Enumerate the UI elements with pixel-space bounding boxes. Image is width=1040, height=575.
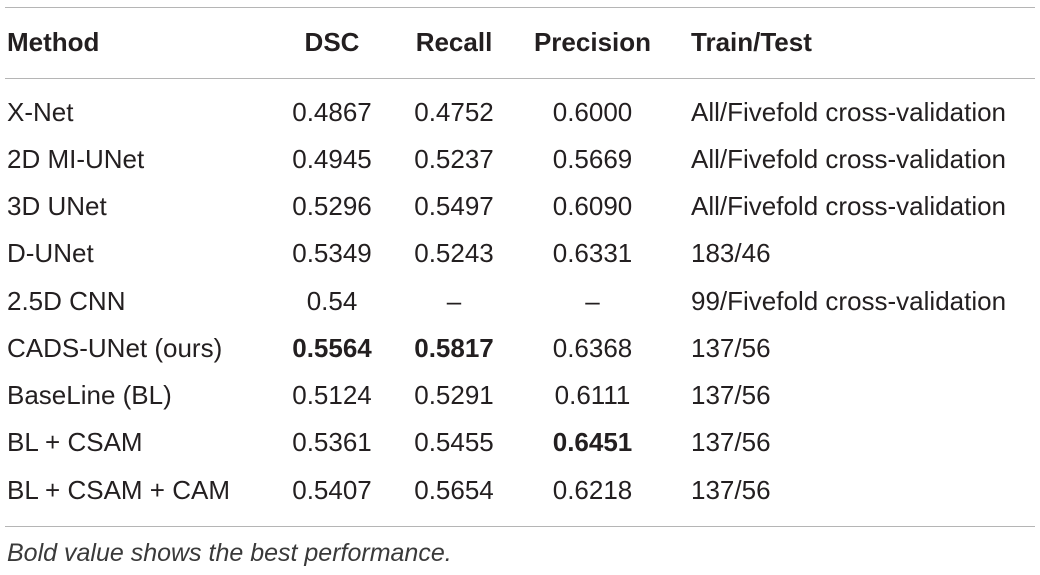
table-row: BL + CSAM 0.5361 0.5455 0.6451 137/56 — [5, 422, 1035, 462]
cell-train-test: All/Fivefold cross-validation — [691, 97, 1007, 127]
cell-method: X-Net — [7, 97, 74, 127]
table-bottom-rule — [5, 526, 1035, 527]
cell-train-test: 99/Fivefold cross-validation — [691, 286, 1007, 316]
cell-precision: 0.6331 — [552, 238, 633, 268]
cell-recall: 0.5455 — [414, 427, 494, 457]
cell-train-test: 183/46 — [691, 238, 771, 268]
cell-method: 2D MI-UNet — [7, 144, 145, 174]
cell-method: 2.5D CNN — [7, 286, 126, 316]
header-recall: Recall — [415, 27, 493, 57]
cell-precision: 0.6090 — [552, 191, 633, 221]
table-row: BaseLine (BL) 0.5124 0.5291 0.6111 137/5… — [5, 375, 1035, 415]
cell-dsc: 0.54 — [306, 286, 358, 316]
cell-dsc: 0.5349 — [292, 238, 372, 268]
cell-precision: 0.6218 — [552, 475, 633, 505]
table-row: X-Net 0.4867 0.4752 0.6000 All/Fivefold … — [5, 92, 1035, 132]
cell-dsc: 0.5407 — [292, 475, 372, 505]
cell-train-test: 137/56 — [691, 380, 771, 410]
cell-train-test: 137/56 — [691, 475, 771, 505]
cell-method: 3D UNet — [7, 191, 107, 221]
cell-recall: 0.5291 — [414, 380, 494, 410]
cell-dsc: 0.5296 — [292, 191, 372, 221]
cell-precision-best: 0.6451 — [552, 427, 633, 457]
cell-recall: – — [446, 286, 462, 316]
table-header-rule — [5, 78, 1035, 79]
cell-train-test: All/Fivefold cross-validation — [691, 144, 1007, 174]
header-precision: Precision — [533, 27, 652, 57]
cell-method: D-UNet — [7, 238, 94, 268]
cell-precision: 0.5669 — [552, 144, 633, 174]
table-top-rule — [5, 7, 1035, 8]
cell-precision: – — [585, 286, 600, 316]
cell-dsc: 0.5124 — [292, 380, 372, 410]
cell-method: BaseLine (BL) — [7, 380, 172, 410]
table-row: 2D MI-UNet 0.4945 0.5237 0.5669 All/Five… — [5, 139, 1035, 179]
cell-train-test: 137/56 — [691, 333, 771, 363]
cell-dsc-best: 0.5564 — [292, 333, 372, 363]
cell-method: BL + CSAM — [7, 427, 143, 457]
header-method: Method — [7, 27, 100, 57]
cell-precision: 0.6111 — [554, 380, 631, 410]
cell-recall: 0.5497 — [414, 191, 494, 221]
cell-recall-best: 0.5817 — [414, 333, 494, 363]
cell-precision: 0.6000 — [552, 97, 633, 127]
cell-dsc: 0.4945 — [292, 144, 372, 174]
cell-recall: 0.5243 — [414, 238, 494, 268]
cell-recall: 0.5654 — [414, 475, 494, 505]
cell-method: BL + CSAM + CAM — [7, 475, 230, 505]
cell-precision: 0.6368 — [552, 333, 633, 363]
cell-dsc: 0.4867 — [292, 97, 372, 127]
header-train-test: Train/Test — [691, 27, 812, 57]
cell-dsc: 0.5361 — [292, 427, 372, 457]
table-footnote: Bold value shows the best performance. — [7, 539, 452, 567]
cell-method: CADS-UNet (ours) — [7, 333, 223, 363]
cell-train-test: All/Fivefold cross-validation — [691, 191, 1007, 221]
cell-recall: 0.4752 — [414, 97, 494, 127]
table-header-row: Method DSC Recall Precision Train/Test — [5, 22, 1035, 62]
header-dsc: DSC — [304, 27, 360, 57]
table-row: 2.5D CNN 0.54 – – 99/Fivefold cross-vali… — [5, 281, 1035, 321]
cell-train-test: 137/56 — [691, 427, 771, 457]
table-row: CADS-UNet (ours) 0.5564 0.5817 0.6368 13… — [5, 328, 1035, 368]
table-row: BL + CSAM + CAM 0.5407 0.5654 0.6218 137… — [5, 470, 1035, 510]
table-row: D-UNet 0.5349 0.5243 0.6331 183/46 — [5, 233, 1035, 273]
table-row: 3D UNet 0.5296 0.5497 0.6090 All/Fivefol… — [5, 186, 1035, 226]
cell-recall: 0.5237 — [414, 144, 494, 174]
